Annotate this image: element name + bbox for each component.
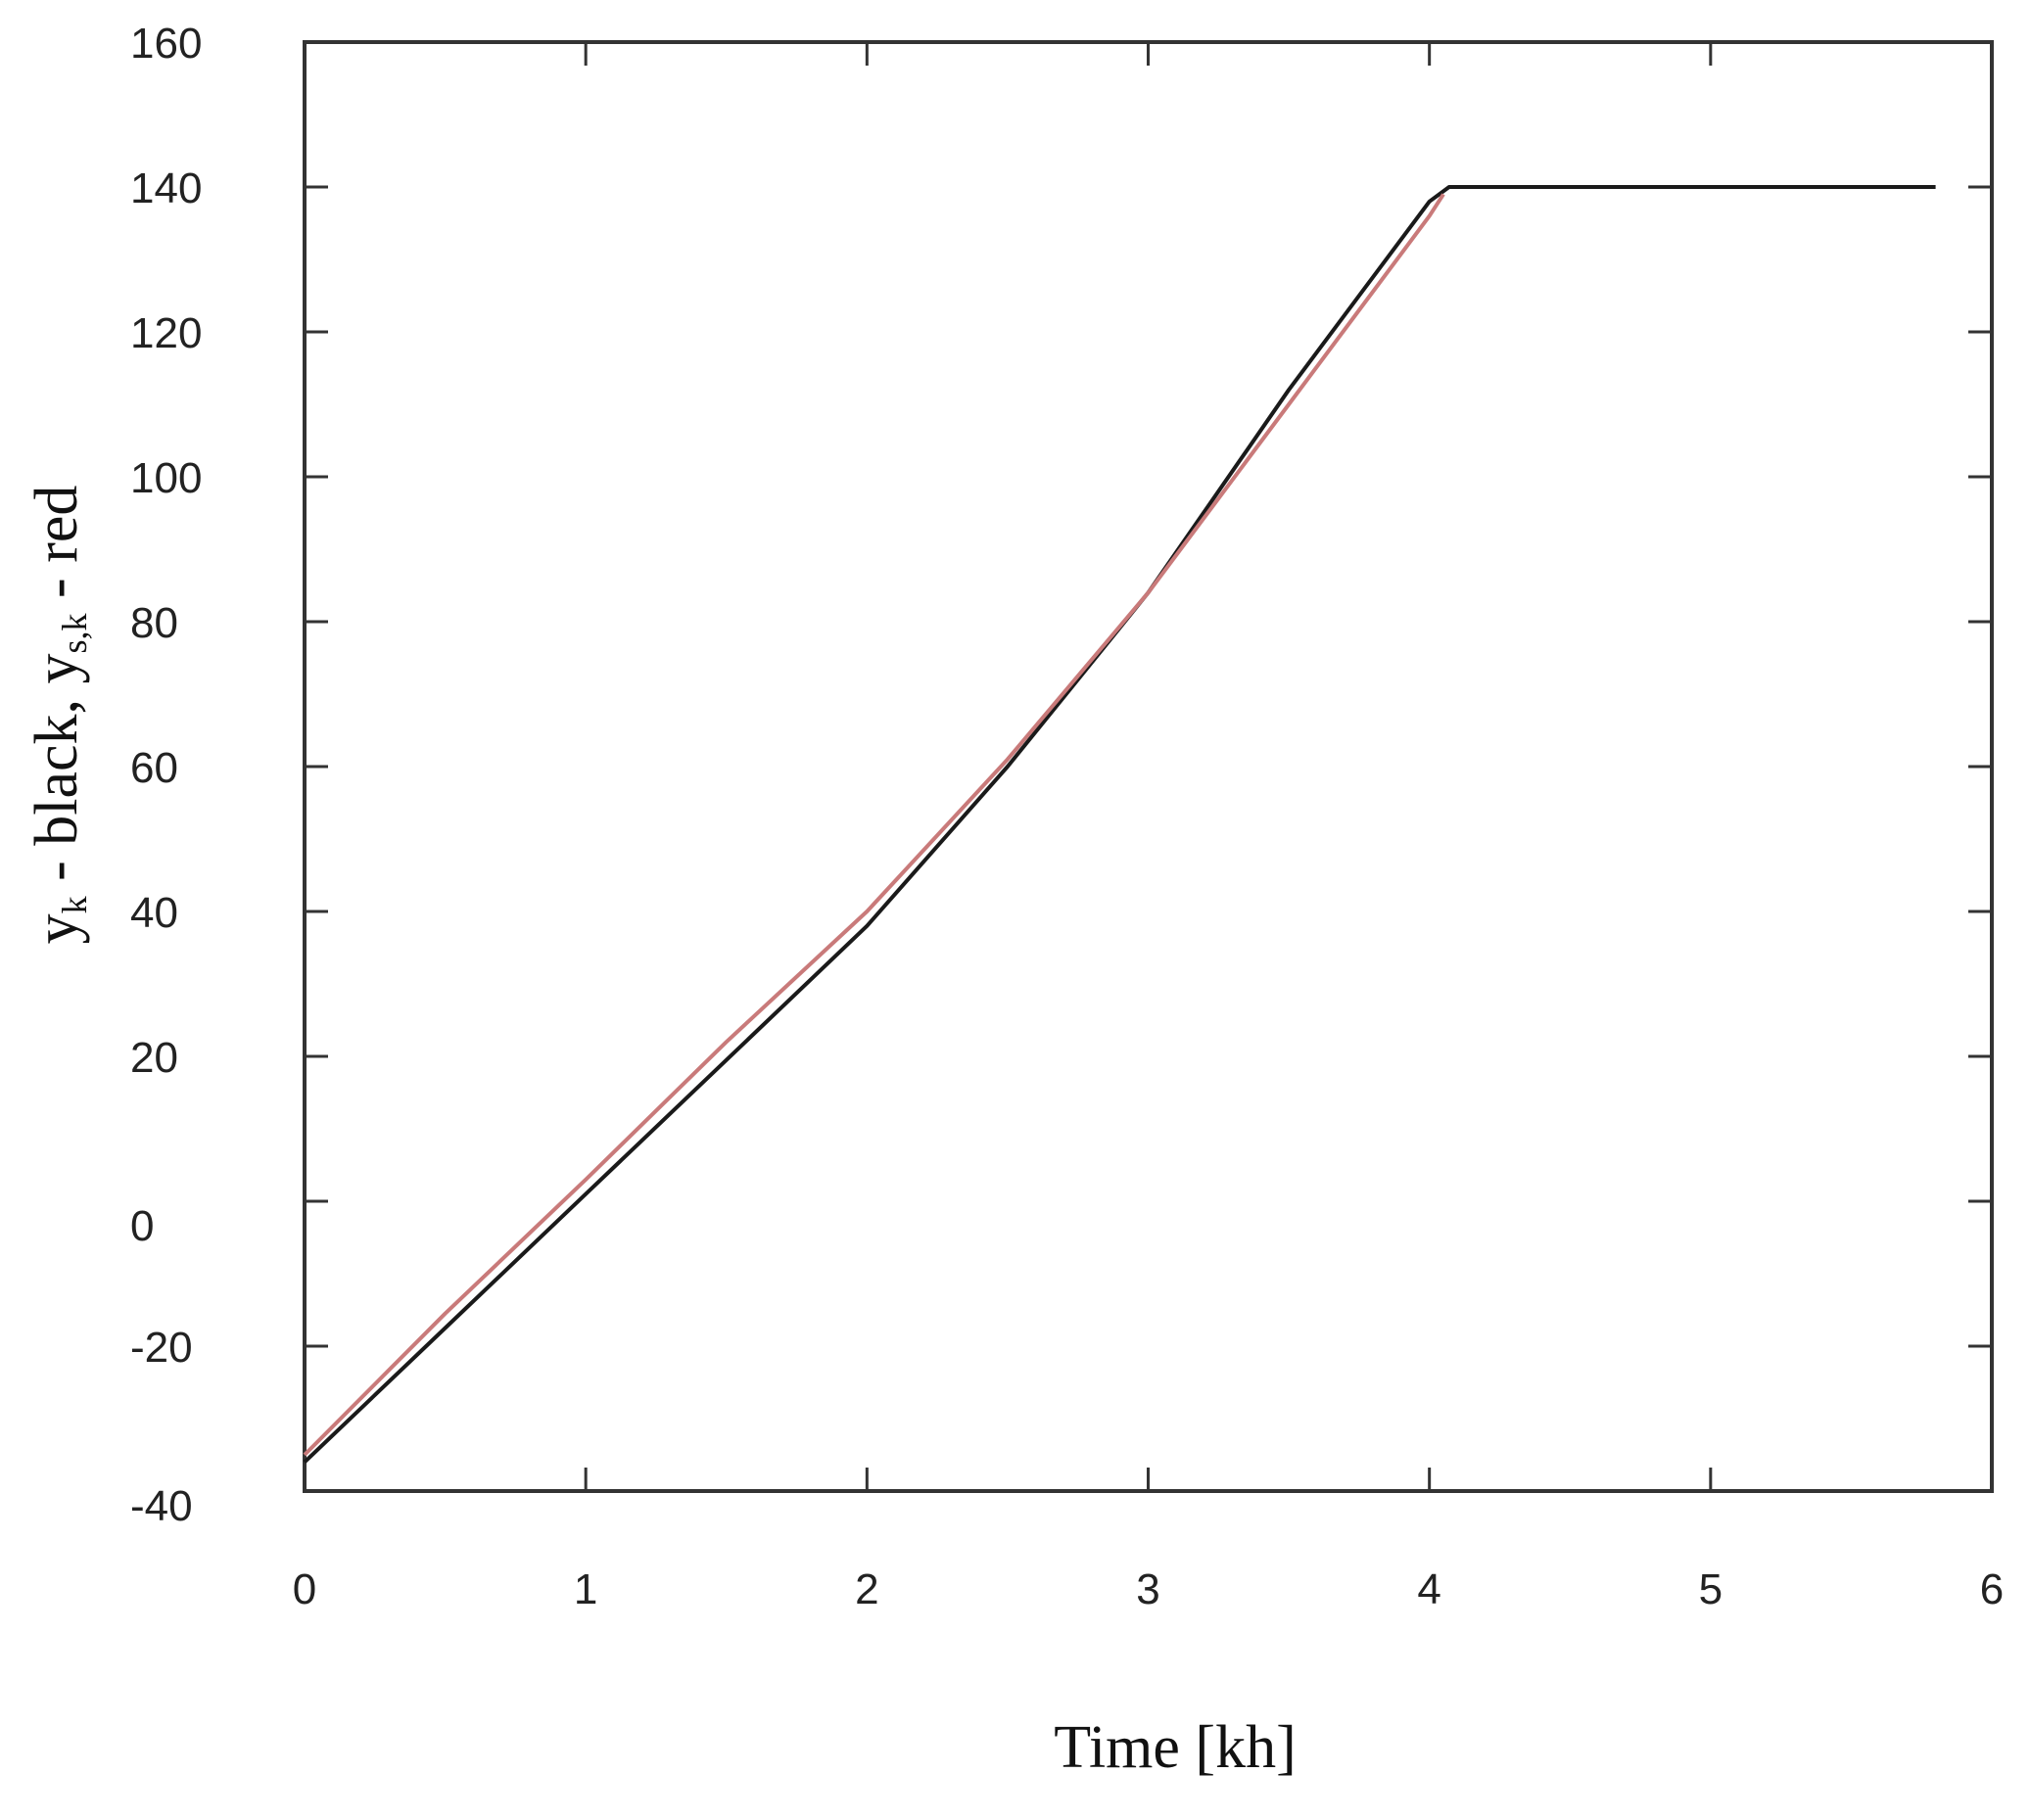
series-line-2 [303, 193, 1445, 1457]
y-tick-label: -20 [130, 1324, 193, 1372]
y-axis-title-mid: - black, y [24, 653, 90, 896]
y-tick-label: 0 [130, 1202, 154, 1250]
plot-area [303, 40, 1994, 1493]
labels-layer: 0 1 2 3 4 5 6 -40 -20 0 20 40 60 80 100 120 140 160 [130, 20, 2004, 1613]
y-tick-label: 120 [130, 309, 202, 357]
series-line-1 [303, 185, 1936, 1464]
x-tick-label: 1 [574, 1565, 597, 1613]
y-tick-label: 60 [130, 744, 178, 792]
x-tick-label: 0 [293, 1565, 316, 1613]
y-axis-title-main: y [24, 913, 90, 944]
y-axis-title: yk - black, ys,k - red [24, 486, 94, 945]
y-tick-label: 160 [130, 20, 202, 68]
y-tick-label: 20 [130, 1034, 178, 1082]
y-tick-label: 100 [130, 454, 202, 502]
x-tick-label: 2 [855, 1565, 878, 1613]
x-tick-label: 4 [1417, 1565, 1440, 1613]
x-axis-title: Time [kh] [1054, 1714, 1296, 1781]
y-axis-title-sub1: k [55, 896, 94, 913]
ticks-layer [305, 42, 1992, 1491]
x-tick-label: 6 [1980, 1565, 2004, 1613]
plot-frame [303, 40, 1994, 1493]
x-tick-label: 3 [1136, 1565, 1159, 1613]
y-tick-label: 40 [130, 889, 178, 937]
y-tick-label: 80 [130, 599, 178, 647]
y-axis-title-end: - red [24, 486, 90, 614]
y-tick-label: 140 [130, 164, 202, 212]
x-tick-label: 5 [1699, 1565, 1723, 1613]
y-tick-label: -40 [130, 1482, 193, 1530]
series-layer [303, 185, 1936, 1464]
y-axis-title-sub2: s,k [55, 613, 94, 653]
